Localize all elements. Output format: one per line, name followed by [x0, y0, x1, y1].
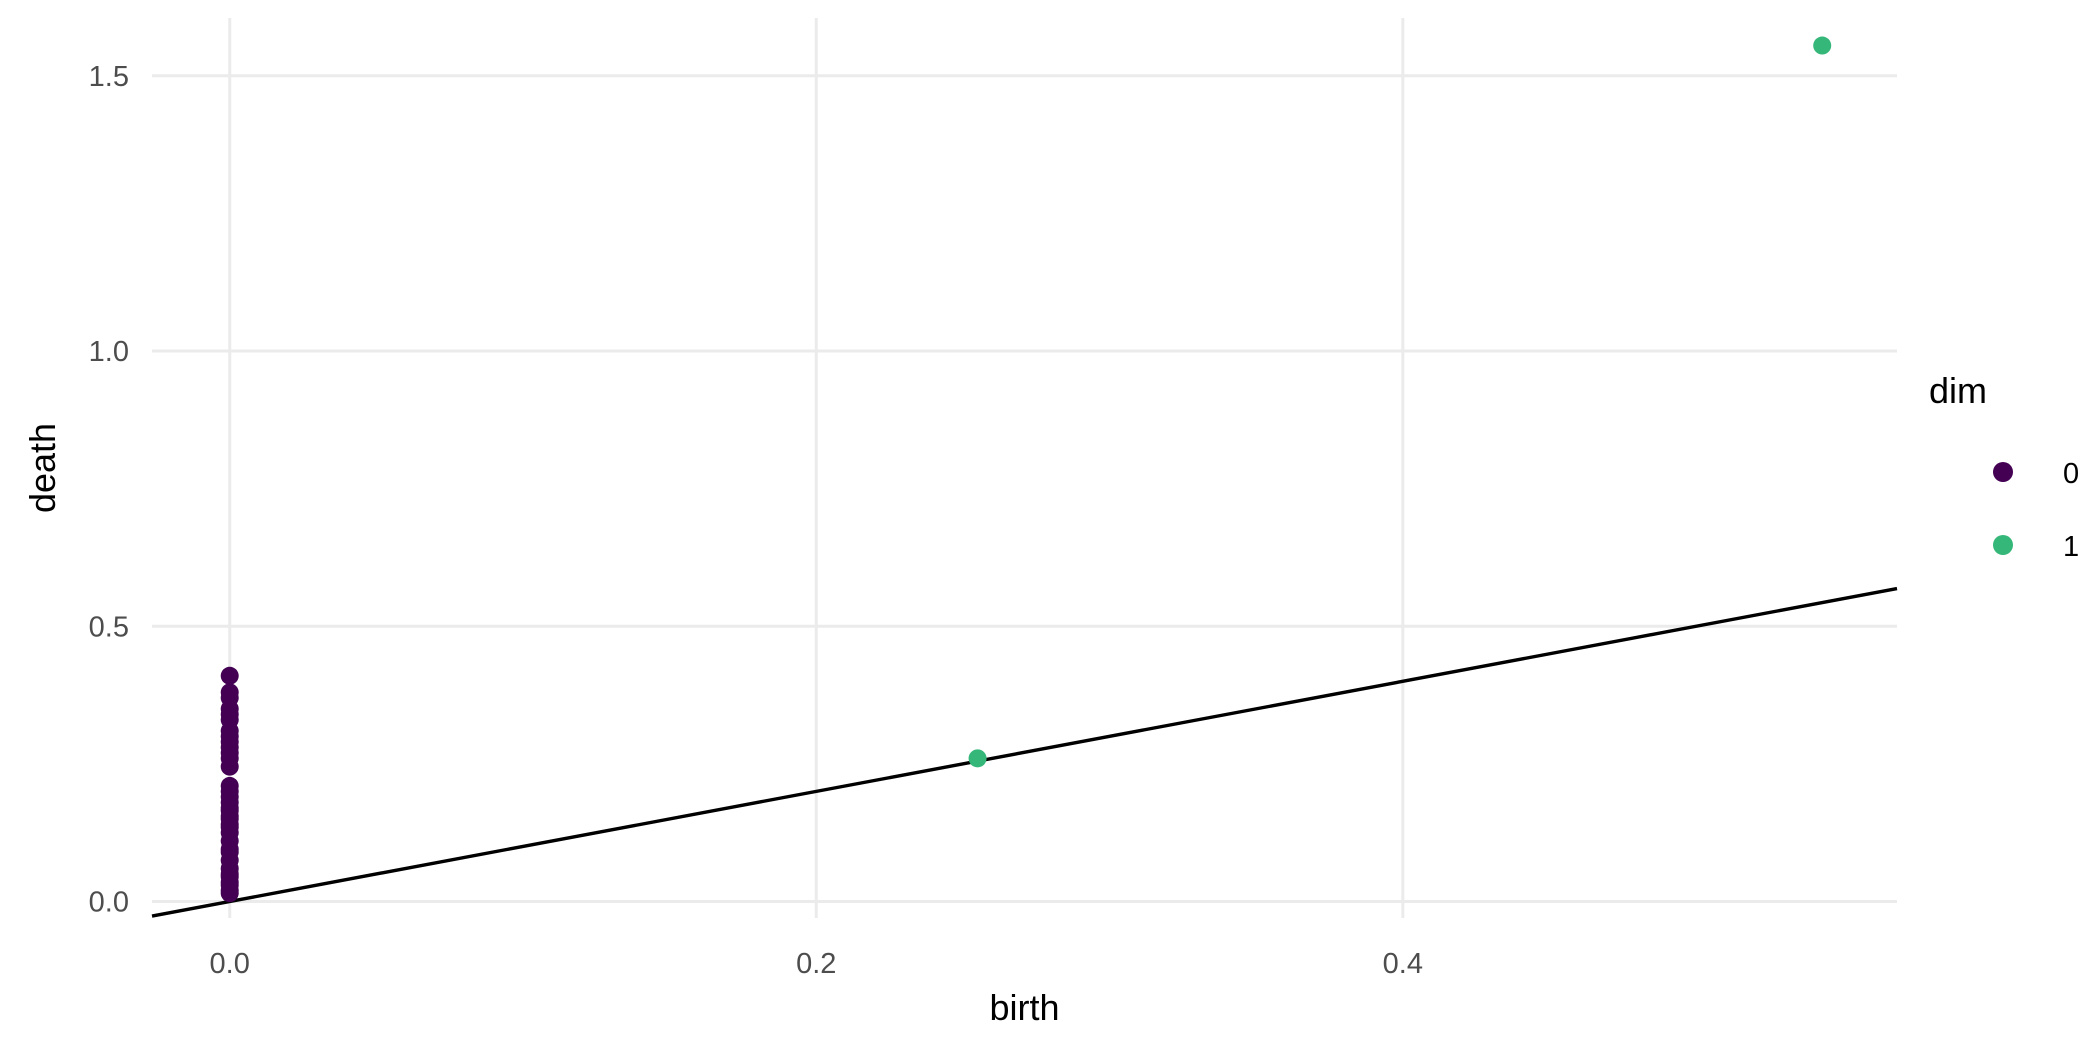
data-points — [220, 36, 1832, 903]
x-axis-tick-labels: 0.0 0.2 0.4 — [210, 948, 1423, 980]
legend-title: dim — [1929, 370, 1987, 411]
data-point-dim-0 — [220, 666, 239, 685]
x-tick-label: 0.4 — [1383, 948, 1423, 980]
x-tick-label: 0.2 — [796, 948, 836, 980]
legend-label: 0 — [2063, 458, 2079, 490]
y-tick-label: 1.5 — [89, 61, 129, 93]
y-tick-label: 1.0 — [89, 336, 129, 368]
data-point-dim-1 — [1813, 36, 1832, 55]
grid-lines — [152, 18, 1897, 918]
y-axis-tick-labels: 0.0 0.5 1.0 1.5 — [89, 61, 129, 919]
data-point-dim-1 — [968, 749, 987, 768]
legend: dim 0 1 — [1929, 370, 2079, 563]
diagonal-reference-line — [151, 586, 1898, 918]
data-point-dim-0 — [220, 884, 239, 903]
y-tick-label: 0.0 — [89, 886, 129, 918]
data-point-dim-0 — [220, 757, 239, 776]
legend-label: 1 — [2063, 531, 2079, 563]
legend-key-1 — [1993, 535, 2013, 555]
y-tick-label: 0.5 — [89, 611, 129, 643]
x-tick-label: 0.0 — [210, 948, 250, 980]
y-axis-title: death — [22, 423, 63, 513]
plot-panel: 0.0 0.2 0.4 0.0 0.5 1.0 1.5 — [89, 18, 1898, 980]
legend-key-0 — [1993, 462, 2013, 482]
x-axis-title: birth — [989, 987, 1059, 1028]
